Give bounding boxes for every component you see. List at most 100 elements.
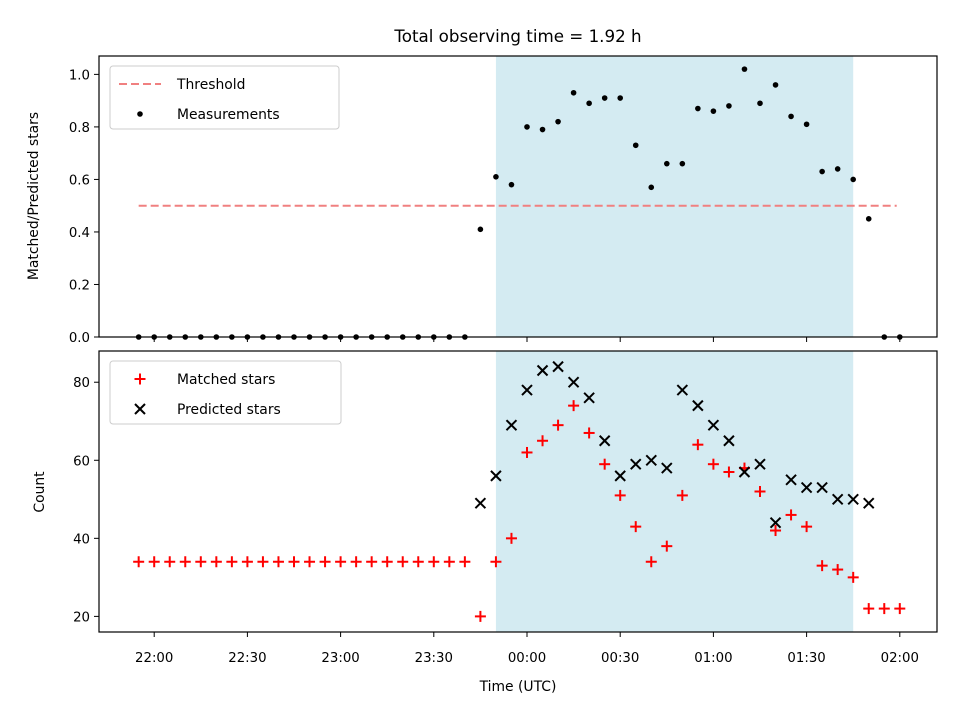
measurement-point [679, 160, 686, 167]
x-tick-label: 23:00 [321, 651, 359, 666]
matched-star-point [707, 458, 719, 470]
measurement-point [617, 95, 623, 101]
matched-star-point [412, 556, 424, 568]
predicted-star-point [754, 458, 766, 470]
matched-star-point [568, 400, 580, 412]
x-tick-label: 00:00 [508, 651, 546, 666]
matched-star-point [599, 458, 611, 470]
matched-star-point [164, 556, 176, 568]
matched-star-point [397, 556, 409, 568]
x-tick-label: 01:30 [787, 651, 825, 666]
top-y-tick-label: 0.4 [69, 226, 90, 241]
matched-star-point [583, 427, 595, 439]
bottom-axes-frame [98, 350, 938, 633]
matched-star-point [288, 556, 300, 568]
x-tick-label: 22:30 [228, 651, 266, 666]
measurement-point [788, 113, 794, 120]
matched-star-point [272, 556, 284, 568]
matched-star-point [335, 556, 347, 568]
measurement-point [757, 100, 763, 107]
predicted-star-point [692, 399, 704, 412]
top-shaded-region [495, 56, 854, 337]
predicted-star-point [536, 364, 549, 377]
predicted-star-point [552, 360, 564, 373]
matched-star-point [210, 556, 222, 568]
predicted-star-point [474, 497, 487, 509]
predicted-star-point [785, 474, 797, 486]
measurement-point [726, 103, 732, 109]
bottom-y-tick-label: 80 [73, 376, 90, 391]
x-tick-label: 00:30 [601, 651, 639, 666]
matched-star-point [552, 419, 564, 431]
matched-star-point [521, 446, 533, 458]
x-tick-label: 01:00 [694, 651, 732, 666]
matched-star-point [459, 556, 471, 568]
matched-star-point [443, 556, 455, 568]
matched-star-point [863, 603, 875, 615]
legend-label: Predicted stars [177, 402, 281, 418]
measurement-point [524, 124, 530, 130]
matched-star-point [630, 521, 642, 533]
predicted-star-point [645, 454, 657, 466]
matched-star-point [381, 556, 393, 568]
top-axes-frame [98, 55, 938, 338]
matched-star-point [723, 466, 735, 478]
predicted-star-point [769, 517, 782, 529]
matched-star-point [350, 556, 362, 568]
matched-star-point [428, 556, 440, 568]
measurement-point [477, 226, 484, 233]
measurement-point [819, 168, 825, 175]
measurement-point [664, 160, 670, 167]
predicted-star-point [847, 493, 859, 506]
predicted-star-point [598, 435, 611, 447]
predicted-star-point [831, 493, 844, 506]
predicted-star-point [800, 481, 813, 494]
matched-star-point [319, 556, 331, 568]
measurement-point [539, 126, 546, 133]
bottom-y-tick-label: 40 [73, 532, 90, 547]
measurement-point [508, 181, 515, 188]
predicted-star-point [583, 392, 595, 404]
matched-star-point [801, 521, 813, 533]
top-y-axis-label: Matched/Predicted stars [26, 112, 42, 280]
predicted-star-point [863, 497, 875, 509]
top-y-tick-label: 0.6 [69, 173, 90, 188]
top-y-tick-label: 0.2 [69, 278, 90, 293]
measurement-point [555, 118, 561, 125]
measurement-point [741, 66, 748, 72]
matched-star-point [474, 610, 486, 622]
bottom-legend: Matched stars Predicted stars [109, 360, 342, 425]
measurement-point [772, 82, 779, 88]
legend-measurement-swatch [137, 111, 143, 117]
measurement-point [695, 105, 701, 112]
legend-label: Matched stars [177, 372, 275, 388]
predicted-star-point [661, 462, 673, 474]
legend-predicted-swatch [134, 403, 146, 415]
measurement-point [586, 100, 592, 107]
predicted-star-point [614, 470, 626, 482]
top-legend: Threshold Measurements [109, 65, 340, 130]
matched-star-point [490, 556, 502, 568]
bottom-y-tick-label: 60 [73, 454, 90, 469]
matched-star-point [832, 564, 844, 576]
x-tick-label: 02:00 [881, 651, 919, 666]
measurement-point [648, 184, 655, 191]
predicted-star-point [707, 419, 720, 431]
measurement-point [493, 174, 499, 180]
matched-star-point [676, 489, 688, 501]
bottom-shaded-region [495, 351, 854, 632]
matched-star-point [847, 571, 859, 583]
predicted-star-point [816, 481, 828, 494]
measurement-point [850, 176, 856, 183]
matched-star-point [257, 556, 269, 568]
predicted-star-point [521, 384, 533, 396]
predicted-star-point [630, 458, 642, 470]
matched-star-point [770, 525, 782, 537]
matched-star-point [614, 489, 626, 501]
matched-star-point [785, 509, 797, 521]
matched-star-point [148, 556, 160, 568]
matched-star-point [195, 556, 207, 568]
matched-star-point [692, 439, 704, 451]
matched-star-point [816, 560, 828, 572]
top-y-tick-label: 0.8 [69, 121, 90, 136]
